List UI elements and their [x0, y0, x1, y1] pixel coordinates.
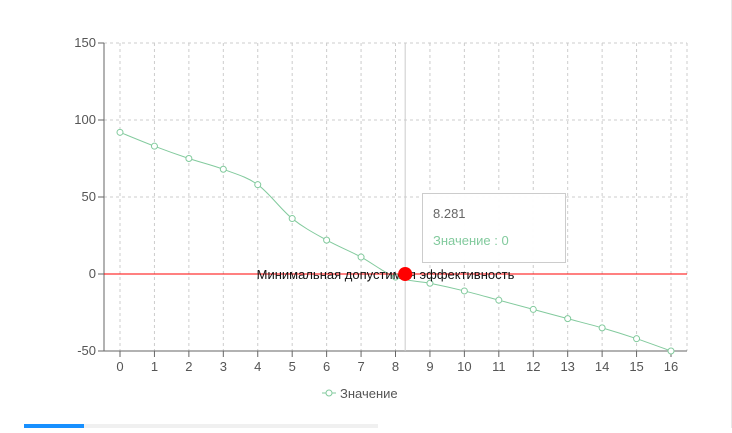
x-tick-label: 10: [457, 359, 471, 374]
data-point: [460, 287, 468, 295]
highlight-point: [398, 267, 413, 281]
data-point: [529, 305, 537, 313]
data-point: [426, 279, 434, 287]
data-point: [185, 155, 193, 162]
legend-label: Значение: [340, 386, 398, 401]
x-tick-label: 8: [392, 359, 399, 374]
data-point: [357, 253, 365, 261]
y-tick-label: 150: [74, 35, 96, 50]
x-tick-label: 13: [560, 359, 574, 374]
x-tick-label: 1: [151, 359, 158, 374]
data-point: [667, 347, 675, 355]
x-tick-label: 16: [664, 359, 678, 374]
reference-line-label: Минимальная допустимая эффективность: [257, 267, 515, 282]
data-point: [495, 296, 503, 304]
data-point: [598, 324, 606, 332]
y-tick-label: 50: [82, 189, 96, 204]
x-tick-label: 0: [116, 359, 123, 374]
x-tick-label: 4: [254, 359, 261, 374]
data-point: [323, 236, 331, 244]
tab-second[interactable]: [84, 424, 218, 428]
bottom-tab-bar: [24, 424, 378, 428]
x-tick-label: 11: [492, 359, 506, 374]
data-point: [564, 315, 572, 323]
data-point: [116, 128, 124, 136]
data-point: [150, 142, 158, 150]
chart-tooltip: 8.281 Значение : 0: [422, 193, 566, 263]
data-point: [288, 215, 296, 223]
x-tick-label: 12: [526, 359, 540, 374]
x-tick-label: 14: [595, 359, 609, 374]
tooltip-x-value: 8.281: [433, 206, 466, 221]
data-point: [254, 181, 262, 189]
y-tick-label: 0: [89, 266, 96, 281]
tab-third[interactable]: [218, 424, 378, 428]
x-tick-label: 7: [357, 359, 364, 374]
x-tick-label: 6: [323, 359, 330, 374]
data-point: [633, 335, 641, 343]
data-point: [219, 165, 227, 173]
x-tick-label: 3: [220, 359, 227, 374]
x-tick-label: 9: [426, 359, 433, 374]
x-tick-label: 2: [185, 359, 192, 374]
x-tick-label: 5: [289, 359, 296, 374]
y-tick-label: 100: [74, 112, 96, 127]
tooltip-series-value: Значение : 0: [433, 233, 509, 248]
data-point: [392, 273, 399, 281]
y-tick-label: -50: [77, 343, 96, 358]
x-tick-label: 15: [629, 359, 643, 374]
tab-active-indicator[interactable]: [24, 424, 84, 428]
legend-marker-icon: [325, 389, 333, 397]
